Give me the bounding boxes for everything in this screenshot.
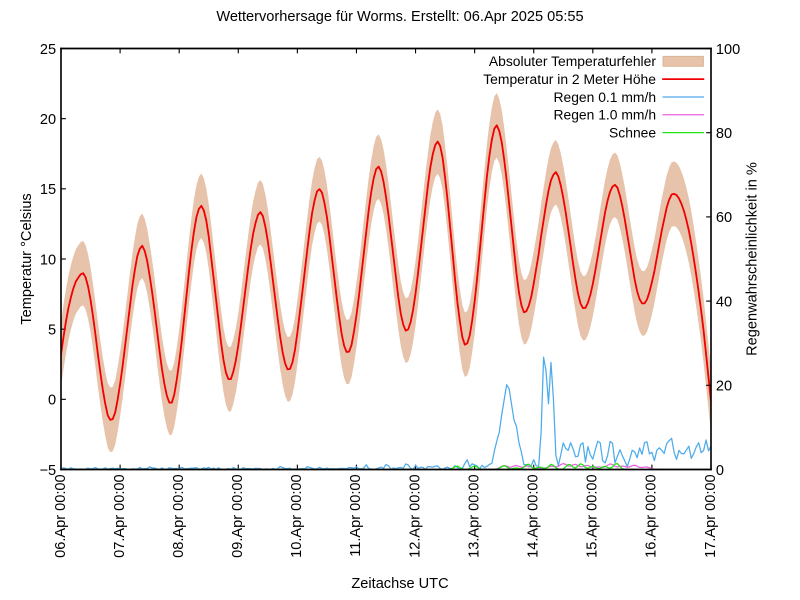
svg-text:10: 10: [40, 252, 56, 268]
svg-text:12.Apr 00:00: 12.Apr 00:00: [407, 474, 423, 557]
svg-text:Absoluter Temperaturfehler: Absoluter Temperaturfehler: [489, 53, 656, 69]
svg-text:13.Apr 00:00: 13.Apr 00:00: [466, 474, 482, 557]
svg-text:Regen 1.0 mm/h: Regen 1.0 mm/h: [553, 107, 656, 123]
svg-text:0: 0: [716, 463, 724, 479]
svg-text:25: 25: [40, 42, 56, 58]
svg-text:15: 15: [40, 182, 56, 198]
svg-text:17.Apr 00:00: 17.Apr 00:00: [703, 474, 719, 557]
svg-text:0: 0: [48, 393, 56, 409]
svg-text:Schnee: Schnee: [609, 124, 656, 140]
svg-text:100: 100: [716, 42, 740, 58]
svg-text:5: 5: [48, 322, 56, 338]
svg-text:20: 20: [716, 379, 732, 395]
svg-text:Temperatur in 2 Meter Höhe: Temperatur in 2 Meter Höhe: [483, 71, 656, 87]
svg-text:06.Apr 00:00: 06.Apr 00:00: [53, 474, 69, 557]
svg-text:14.Apr 00:00: 14.Apr 00:00: [525, 474, 541, 557]
svg-text:40: 40: [716, 294, 732, 310]
svg-text:Regenwahrscheinlichkeit in %: Regenwahrscheinlichkeit in %: [744, 162, 760, 356]
svg-text:Wettervorhersage für Worms. Er: Wettervorhersage für Worms. Erstellt: 06…: [216, 9, 583, 25]
svg-text:07.Apr 00:00: 07.Apr 00:00: [112, 474, 128, 557]
svg-text:60: 60: [716, 210, 732, 226]
svg-text:11.Apr 00:00: 11.Apr 00:00: [348, 474, 364, 556]
svg-text:Temperatur °Celsius: Temperatur °Celsius: [19, 193, 35, 324]
svg-text:20: 20: [40, 112, 56, 128]
svg-text:16.Apr 00:00: 16.Apr 00:00: [644, 474, 660, 557]
svg-text:Zeitachse UTC: Zeitachse UTC: [351, 576, 448, 592]
svg-text:09.Apr 00:00: 09.Apr 00:00: [230, 474, 246, 557]
svg-text:10.Apr 00:00: 10.Apr 00:00: [289, 474, 305, 557]
svg-text:80: 80: [716, 126, 732, 142]
svg-text:08.Apr 00:00: 08.Apr 00:00: [171, 474, 187, 557]
svg-text:−5: −5: [40, 463, 57, 479]
svg-text:15.Apr 00:00: 15.Apr 00:00: [585, 474, 601, 557]
svg-text:Regen 0.1 mm/h: Regen 0.1 mm/h: [553, 89, 656, 105]
